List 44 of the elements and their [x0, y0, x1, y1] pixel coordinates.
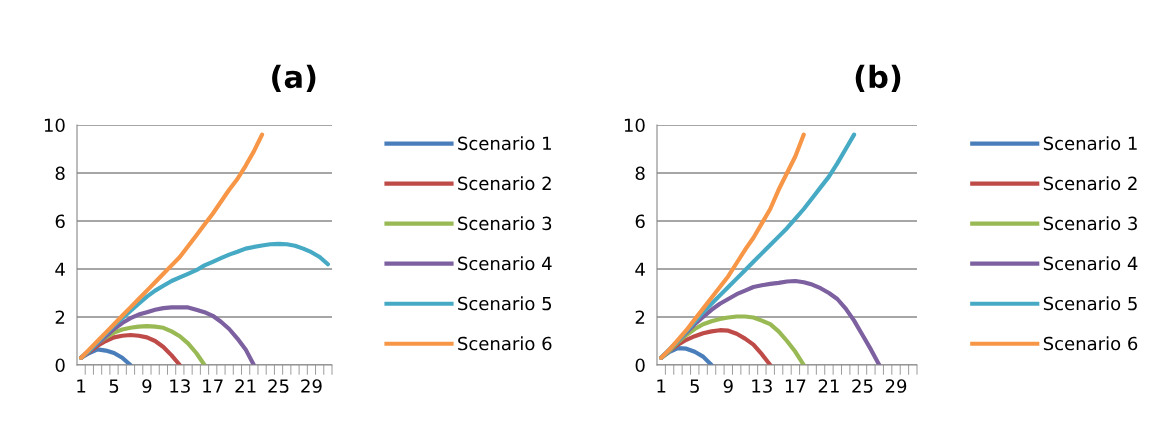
line-series	[659, 132, 806, 360]
y-tick-label: 0	[55, 358, 65, 373]
y-tick-label: 6	[55, 214, 65, 229]
y-tick-label: 8	[635, 166, 645, 181]
y-tick-label: 2	[635, 310, 645, 324]
x-tick-label: 21	[235, 379, 256, 393]
x-tick-label: 9	[142, 379, 152, 393]
legend-label: Scenario 6	[1043, 336, 1138, 351]
legend-label: Scenario 6	[458, 336, 552, 351]
x-tick-label: 5	[690, 379, 699, 393]
legend-label: Scenario 2	[1043, 176, 1137, 191]
legend-label: Scenario 2	[458, 176, 551, 191]
chart-title: (a)	[272, 64, 316, 92]
y-tick-label: 10	[44, 118, 65, 133]
y-tick-label: 6	[635, 214, 645, 229]
x-tick-label: 25	[852, 379, 873, 393]
x-tick-label: 1	[77, 379, 86, 393]
line-series	[79, 132, 265, 360]
x-tick-label: 17	[785, 379, 806, 393]
legend-label: Scenario 3	[1043, 216, 1137, 231]
y-tick-label: 2	[55, 310, 65, 324]
x-tick-label: 17	[203, 379, 223, 393]
legend-label: Scenario 1	[458, 136, 551, 151]
y-tick-label: 0	[635, 358, 645, 373]
legend-label: Scenario 4	[1043, 256, 1138, 271]
legend-label: Scenario 4	[458, 256, 552, 271]
x-tick-label: 9	[723, 379, 733, 393]
legend-label: Scenario 1	[1043, 136, 1137, 151]
y-tick-label: 8	[55, 166, 65, 181]
x-tick-label: 25	[268, 379, 289, 393]
y-tick-label: 4	[635, 262, 645, 276]
legend-label: Scenario 5	[458, 296, 552, 311]
x-tick-label: 5	[109, 379, 119, 393]
legend-label: Scenario 3	[458, 216, 552, 231]
x-tick-label: 29	[885, 379, 907, 393]
x-tick-label: 13	[170, 379, 190, 393]
chart-title: (b)	[855, 64, 901, 92]
y-tick-label: 10	[624, 118, 645, 133]
x-tick-label: 29	[301, 379, 322, 393]
x-tick-label: 1	[657, 379, 666, 393]
x-tick-label: 21	[818, 379, 839, 393]
y-tick-label: 4	[55, 262, 65, 276]
legend-label: Scenario 5	[1043, 296, 1137, 311]
x-tick-label: 13	[752, 379, 772, 393]
